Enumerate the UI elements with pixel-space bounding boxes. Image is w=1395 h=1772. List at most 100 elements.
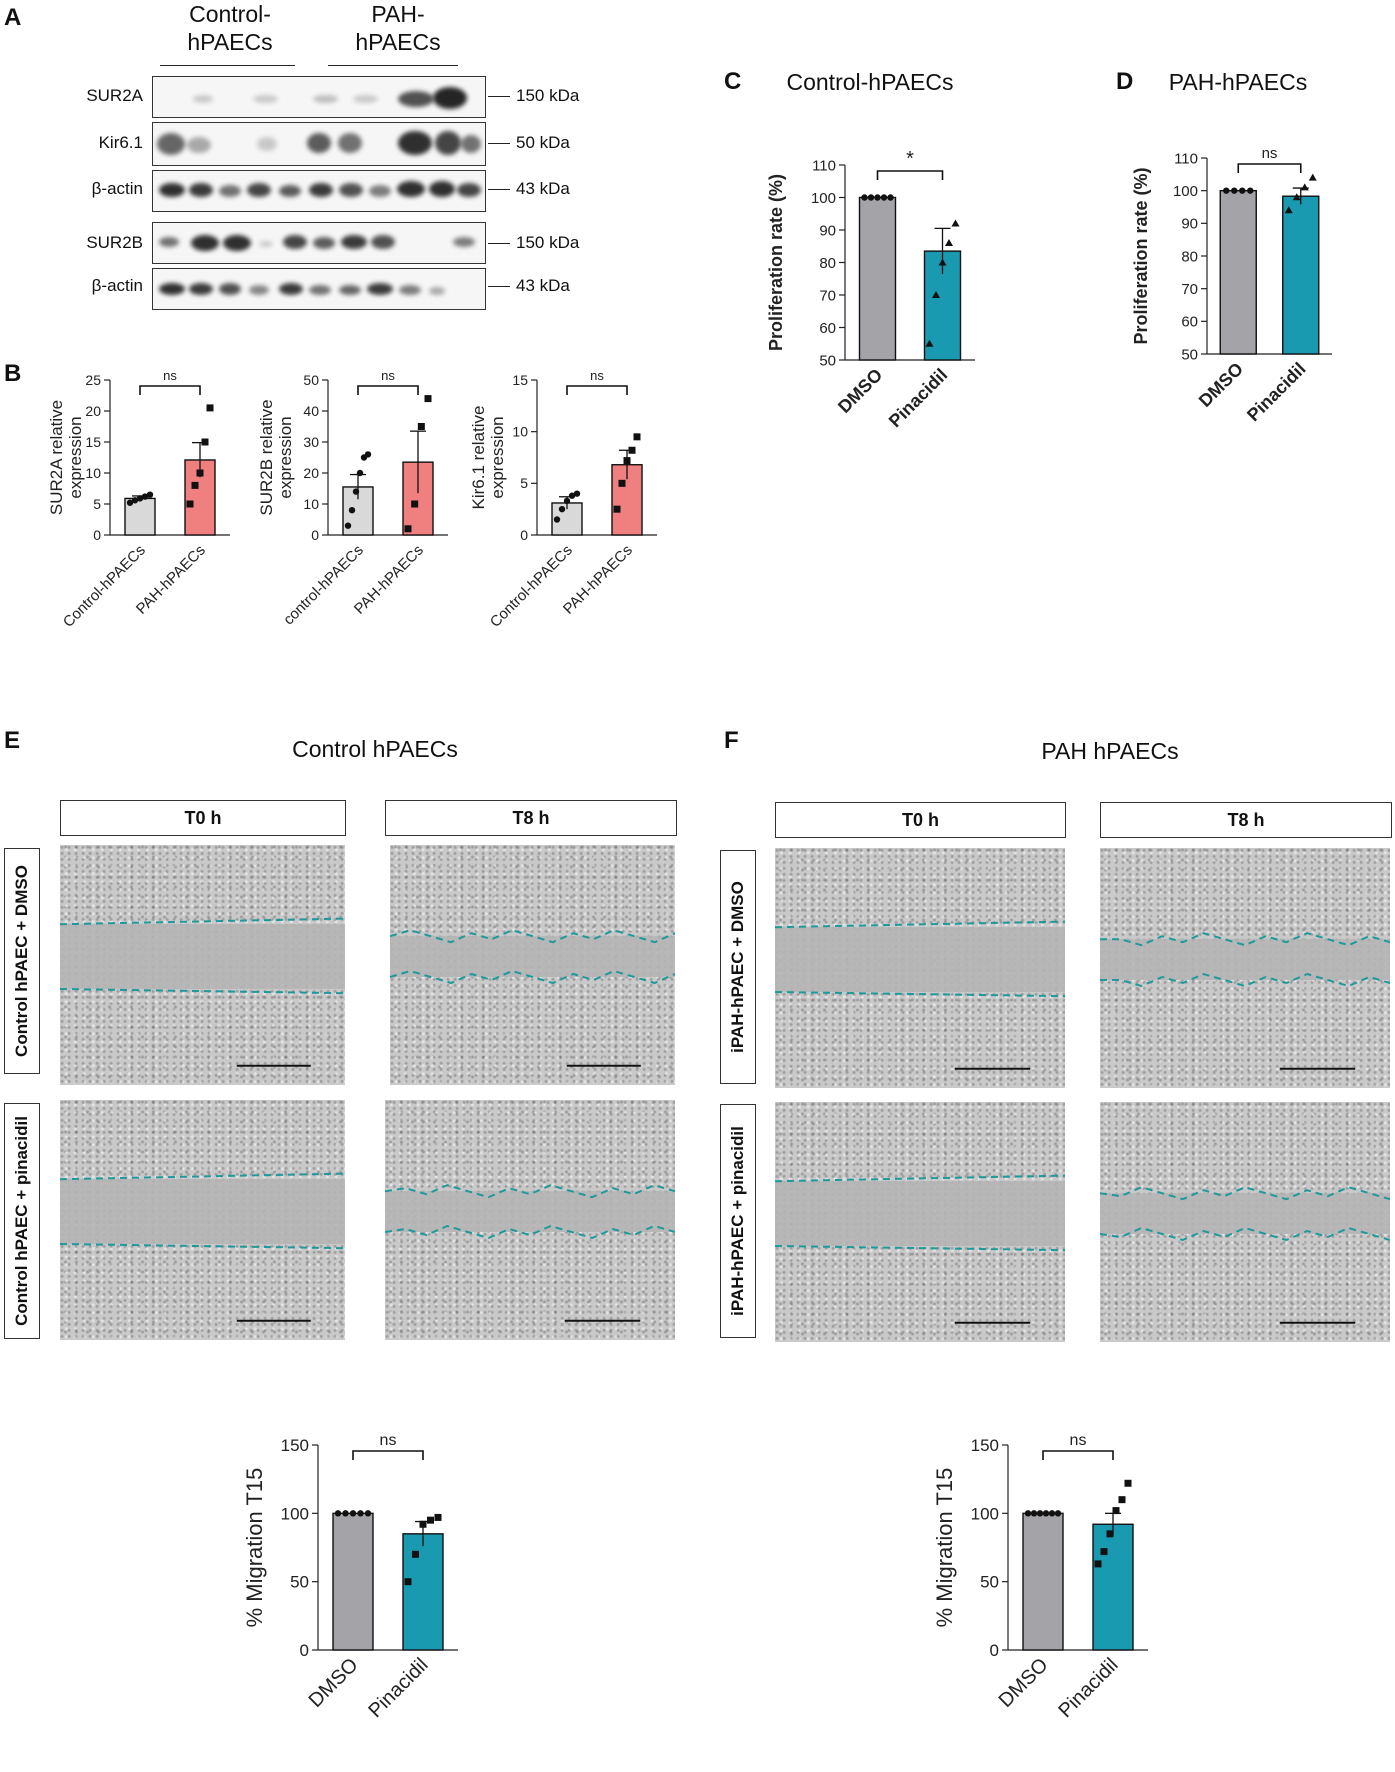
point-b3-1 [573, 490, 581, 497]
bar-f-2 [1092, 1523, 1134, 1651]
significance-bracket-b2 [357, 385, 419, 395]
point-b1-1 [126, 499, 134, 506]
significance-bracket-e [352, 1450, 424, 1460]
point-d-1 [1247, 187, 1254, 194]
wound-edge-line [60, 1172, 345, 1181]
y-tick-label-b1: 5 [93, 496, 101, 512]
point-e-1 [364, 1510, 372, 1517]
blot-strip-actin1 [152, 170, 486, 212]
significance-label-b3: ns [590, 368, 604, 383]
blot-label-actin2: β-actin [91, 276, 143, 295]
wound-area [60, 924, 345, 989]
y-tick-label-c: 50 [819, 352, 836, 369]
point-f-1 [1042, 1510, 1050, 1517]
bar-c-1 [858, 196, 897, 361]
y-tick-label-f: 50 [980, 1573, 999, 1592]
point-b3-2 [613, 505, 621, 513]
point-b1-2 [201, 438, 209, 446]
y-tick-label-f: 100 [971, 1504, 999, 1523]
blot-strip-sur2b [152, 222, 486, 264]
y-tick-label-c: 100 [811, 190, 836, 207]
blot-group-control-header: Control- hPAECs [150, 0, 310, 56]
y-tick-label-d: 90 [1181, 216, 1198, 233]
point-e-2 [419, 1520, 427, 1528]
wound-area [385, 1191, 675, 1232]
wound-area [775, 1181, 1065, 1246]
y-tick-label-b3: 15 [512, 372, 528, 388]
panel-letter-a: A [4, 4, 22, 31]
y-tick-label-b2: 10 [303, 496, 319, 512]
significance-label-d: ns [1262, 145, 1278, 162]
wound-area [1100, 939, 1390, 980]
x-tick-label-d-2: Pinacidil [1243, 359, 1309, 425]
point-f-1 [1048, 1510, 1056, 1517]
panel-letter-b: B [4, 360, 22, 387]
significance-label-e: ns [380, 1432, 397, 1449]
micrograph-e-dmso-t8 [390, 845, 675, 1085]
point-d-1 [1231, 187, 1238, 194]
blot-kda-actin1: 43 kDa [488, 179, 570, 199]
panel-f-title: PAH hPAECs [1041, 738, 1179, 764]
y-axis-label-b1-line2: expression [66, 416, 85, 498]
y-tick-label-b2: 40 [303, 403, 319, 419]
wound-overlay [775, 920, 1065, 1070]
y-tick-label-c: 90 [819, 222, 836, 239]
x-tick-label-b3-1: Control-hPAECs [487, 542, 576, 631]
point-d-2 [1284, 206, 1293, 214]
y-axis-label-f: % Migration T15 [932, 1468, 957, 1628]
bar-f-1 [1022, 1512, 1064, 1651]
point-e-1 [334, 1510, 342, 1517]
point-b2-1 [348, 507, 356, 514]
y-tick-label-b1: 20 [85, 403, 101, 419]
x-tick-label-e-2: Pinacidil [364, 1654, 432, 1722]
bar-b1-1 [124, 497, 156, 536]
point-c-1 [887, 194, 894, 201]
point-c-2 [925, 339, 934, 347]
point-b2-2 [424, 395, 432, 403]
wound-edge-line [775, 991, 1065, 998]
micrograph-e-dmso-t0 [60, 845, 345, 1085]
blot-label-sur2b: SUR2B [86, 233, 143, 252]
blot-label-kir61: Kir6.1 [98, 133, 143, 152]
point-e-1 [342, 1510, 349, 1517]
y-tick-label-b3: 5 [520, 475, 528, 491]
x-tick-label-f-2: Pinacidil [1054, 1654, 1122, 1722]
significance-bracket-b3 [566, 385, 628, 395]
point-f-1 [1030, 1510, 1038, 1517]
point-b2-1 [356, 469, 364, 477]
y-tick-label-f: 150 [971, 1436, 999, 1455]
point-f-1 [1024, 1510, 1032, 1517]
point-b2-1 [352, 488, 360, 495]
wound-edge-line [60, 988, 345, 995]
blot-label-actin1: β-actin [91, 179, 143, 198]
y-axis-label-e: % Migration T15 [242, 1468, 267, 1628]
point-b1-2 [186, 500, 194, 508]
y-tick-label-f: 0 [990, 1641, 999, 1660]
blot-kda-sur2a: 150 kDa [488, 86, 579, 106]
significance-bracket-b1 [139, 385, 201, 395]
y-tick-label-b3: 0 [520, 527, 528, 543]
blot-group-pah-line1: PAH- [371, 1, 425, 27]
point-b1-2 [191, 481, 199, 489]
chart-c: 50 60 70 80 90 100 110 Proliferation rate (%) DM… [766, 148, 975, 431]
point-c-1 [880, 194, 888, 201]
point-b1-1 [131, 497, 139, 504]
y-tick-label-b1: 25 [85, 372, 101, 388]
y-tick-label-e: 100 [281, 1504, 309, 1523]
point-c-1 [867, 194, 875, 201]
y-tick-label-d: 110 [1174, 150, 1198, 167]
y-axis-label-d: Proliferation rate (%) [1131, 167, 1151, 344]
wound-overlay [390, 929, 675, 1067]
x-tick-label-b1-1: Control-hPAECs [60, 542, 149, 631]
point-c-1 [861, 194, 868, 201]
panel-f-col-t0: T0 h [775, 802, 1066, 838]
point-e-2 [404, 1578, 412, 1586]
point-f-1 [1054, 1510, 1062, 1517]
point-f-2 [1100, 1548, 1108, 1556]
point-d-2 [1308, 173, 1317, 181]
y-tick-label-e: 0 [300, 1641, 309, 1660]
point-c-2 [945, 239, 953, 246]
panel-letter-c: C [724, 68, 742, 95]
point-b2-2 [404, 525, 412, 533]
y-tick-label-b2: 30 [303, 434, 319, 450]
